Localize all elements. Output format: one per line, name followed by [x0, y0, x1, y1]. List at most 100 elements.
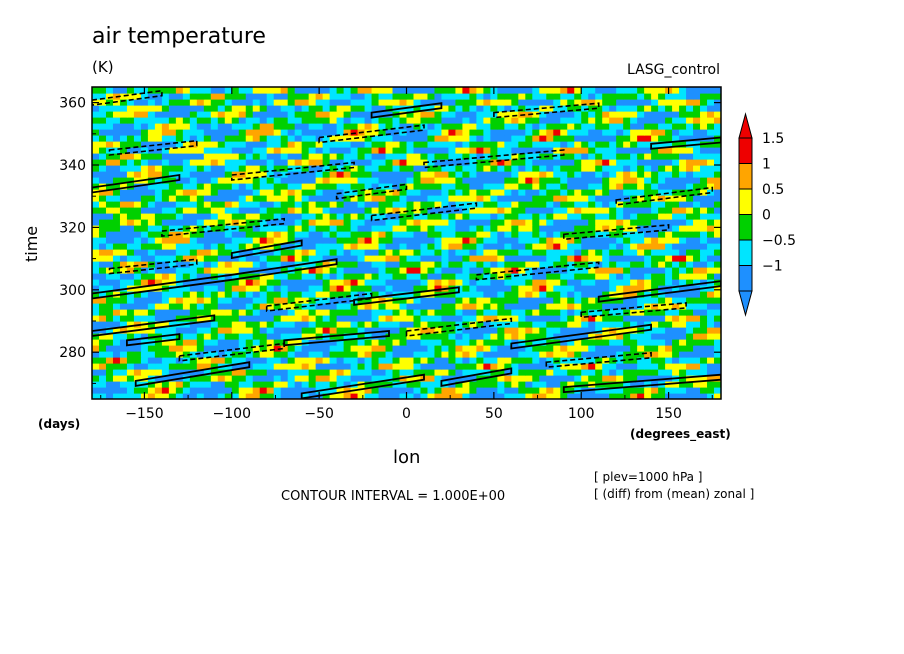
- heatmap-cell: [308, 267, 317, 274]
- heatmap-cell: [92, 171, 100, 178]
- heatmap-cell: [315, 171, 324, 178]
- heatmap-cell: [203, 243, 212, 250]
- heatmap-cell: [308, 99, 317, 106]
- heatmap-cell: [595, 369, 603, 376]
- heatmap-cell: [616, 123, 624, 130]
- heatmap-cell: [273, 339, 282, 346]
- heatmap-cell: [273, 309, 282, 316]
- heatmap-cell: [308, 297, 317, 304]
- heatmap-cell: [483, 351, 491, 358]
- heatmap-cell: [287, 135, 296, 142]
- heatmap-cell: [189, 93, 198, 100]
- heatmap-cell: [336, 165, 345, 172]
- heatmap-cell: [203, 309, 212, 316]
- heatmap-cell: [252, 369, 261, 376]
- heatmap-cell: [602, 249, 610, 256]
- heatmap-cell: [266, 123, 275, 130]
- heatmap-cell: [651, 153, 659, 160]
- heatmap-cell: [224, 321, 233, 328]
- heatmap-cell: [119, 315, 128, 322]
- heatmap-cell: [92, 345, 100, 352]
- heatmap-cell: [182, 129, 191, 136]
- heatmap-cell: [245, 237, 254, 244]
- heatmap-cell: [399, 333, 408, 340]
- heatmap-cell: [665, 141, 673, 148]
- heatmap-cell: [399, 261, 408, 268]
- heatmap-cell: [322, 189, 331, 196]
- heatmap-cell: [630, 363, 638, 370]
- heatmap-cell: [672, 249, 680, 256]
- heatmap-cell: [364, 249, 373, 256]
- heatmap-cell: [700, 87, 708, 94]
- heatmap-cell: [609, 357, 617, 364]
- heatmap-cell: [385, 351, 394, 358]
- heatmap-cell: [168, 99, 177, 106]
- heatmap-cell: [616, 129, 624, 136]
- heatmap-cell: [525, 213, 533, 220]
- heatmap-cell: [427, 201, 436, 208]
- heatmap-cell: [707, 201, 715, 208]
- heatmap-cell: [413, 177, 422, 184]
- heatmap-cell: [252, 237, 261, 244]
- heatmap-cell: [266, 285, 275, 292]
- heatmap-cell: [371, 195, 380, 202]
- heatmap-cell: [707, 255, 715, 262]
- heatmap-cell: [567, 363, 575, 370]
- heatmap-cell: [273, 375, 282, 382]
- heatmap-cell: [287, 273, 296, 280]
- heatmap-cell: [511, 111, 519, 118]
- heatmap-cell: [210, 357, 219, 364]
- heatmap-cell: [658, 207, 666, 214]
- heatmap-cell: [168, 93, 177, 100]
- heatmap-cell: [651, 219, 659, 226]
- heatmap-cell: [623, 99, 631, 106]
- heatmap-cell: [546, 195, 554, 202]
- heatmap-cell: [686, 243, 694, 250]
- contour-dashed: [423, 149, 565, 169]
- heatmap-cell: [161, 189, 170, 196]
- heatmap-cell: [385, 309, 394, 316]
- heatmap-cell: [623, 345, 631, 352]
- heatmap-cell: [658, 111, 666, 118]
- heatmap-cell: [609, 387, 617, 394]
- heatmap-cell: [539, 351, 547, 358]
- heatmap-cell: [448, 321, 457, 328]
- heatmap-cell: [217, 105, 226, 112]
- heatmap-cell: [497, 345, 505, 352]
- heatmap-cell: [175, 153, 184, 160]
- heatmap-cell: [168, 201, 177, 208]
- heatmap-cell: [700, 117, 708, 124]
- heatmap-cell: [133, 351, 142, 358]
- heatmap-cell: [476, 117, 484, 124]
- heatmap-cell: [210, 363, 219, 370]
- heatmap-cell: [553, 225, 561, 232]
- heatmap-cell: [462, 309, 470, 316]
- heatmap-cell: [637, 387, 645, 394]
- heatmap-cell: [518, 159, 526, 166]
- heatmap-cell: [539, 135, 547, 142]
- heatmap-cell: [224, 387, 233, 394]
- heatmap-cell: [161, 231, 170, 238]
- heatmap-cell: [301, 135, 310, 142]
- heatmap-cell: [189, 177, 198, 184]
- heatmap-cell: [343, 279, 352, 286]
- heatmap-cell: [574, 255, 582, 262]
- heatmap-cell: [287, 363, 296, 370]
- heatmap-cell: [357, 171, 366, 178]
- heatmap-cell: [315, 345, 324, 352]
- heatmap-cell: [616, 369, 624, 376]
- heatmap-cell: [490, 195, 498, 202]
- heatmap-cell: [147, 111, 156, 118]
- contour-solid: [650, 136, 721, 150]
- heatmap-cell: [714, 153, 721, 160]
- heatmap-cell: [686, 159, 694, 166]
- heatmap-cell: [483, 159, 491, 166]
- heatmap-cell: [511, 123, 519, 130]
- heatmap-cell: [105, 267, 114, 274]
- heatmap-cell: [98, 153, 107, 160]
- heatmap-cell: [308, 375, 317, 382]
- heatmap-cell: [119, 237, 128, 244]
- heatmap-cell: [420, 189, 429, 196]
- heatmap-cell: [385, 249, 394, 256]
- heatmap-cell: [448, 333, 457, 340]
